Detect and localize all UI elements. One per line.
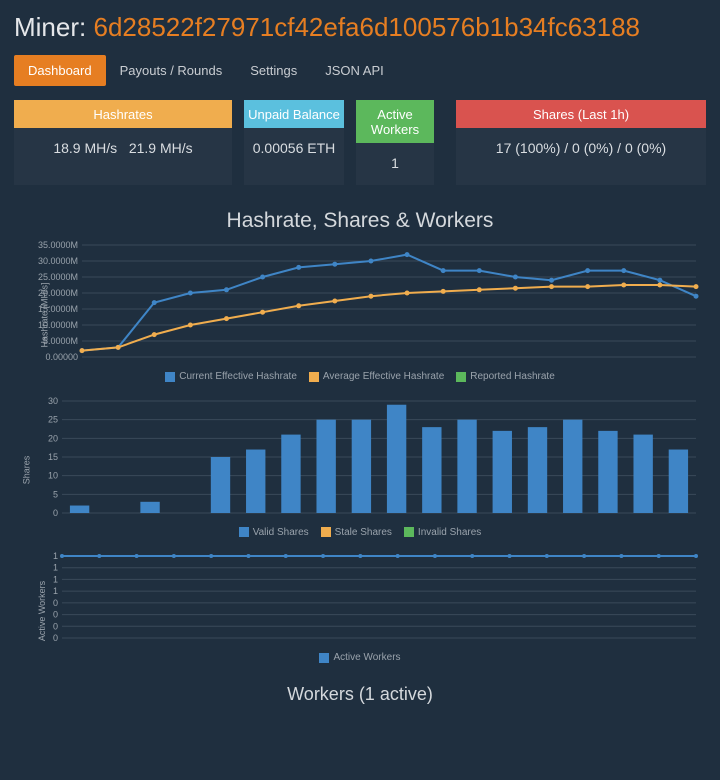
workers-chart: Active Workers 00001111 Active Workers (14, 550, 706, 672)
svg-text:25.0000M: 25.0000M (38, 272, 78, 282)
tab-dashboard[interactable]: Dashboard (14, 55, 106, 86)
svg-text:1: 1 (53, 563, 58, 573)
active-workers-value: 1 (356, 143, 434, 185)
svg-text:5: 5 (53, 489, 58, 499)
card-shares: Shares (Last 1h) 17 (100%) / 0 (0%) / 0 … (456, 100, 706, 185)
card-balance-title: Unpaid Balance (244, 100, 344, 128)
page-header: Miner: 6d28522f27971cf42efa6d100576b1b34… (0, 0, 720, 51)
tab-payouts[interactable]: Payouts / Rounds (106, 55, 237, 86)
shares-ylabel: Shares (21, 456, 31, 485)
card-hashrates: Hashrates 18.9 MH/s 21.9 MH/s (14, 100, 232, 185)
card-hashrates-title: Hashrates (14, 100, 232, 128)
shares-value: 17 (100%) / 0 (0%) / 0 (0%) (456, 128, 706, 170)
miner-label: Miner: (14, 12, 86, 42)
svg-text:1: 1 (53, 574, 58, 584)
svg-text:0: 0 (53, 598, 58, 608)
svg-text:0: 0 (53, 508, 58, 518)
svg-text:1: 1 (53, 551, 58, 561)
workers-ylabel: Active Workers (37, 581, 47, 641)
card-active-title: Active Workers (356, 100, 434, 143)
summary-cards: Hashrates 18.9 MH/s 21.9 MH/s Unpaid Bal… (0, 96, 720, 199)
svg-text:10: 10 (48, 470, 58, 480)
charts-title: Hashrate, Shares & Workers (0, 199, 720, 239)
hashrate-current: 18.9 MH/s (53, 140, 117, 156)
hashrate-legend: Current Effective HashrateAverage Effect… (14, 369, 706, 391)
svg-text:0: 0 (53, 621, 58, 631)
svg-text:0: 0 (53, 610, 58, 620)
shares-chart: Shares 0 5 10 15 20 25 30 Valid SharesStale Sh… (14, 395, 706, 547)
miner-address: 6d28522f27971cf42efa6d100576b1b34fc63188 (93, 12, 640, 42)
workers-section-title: Workers (1 active) (0, 676, 720, 717)
svg-text:0.00000: 0.00000 (45, 352, 78, 362)
card-balance: Unpaid Balance 0.00056 ETH (244, 100, 344, 185)
svg-text:30: 30 (48, 396, 58, 406)
svg-text:0: 0 (53, 633, 58, 643)
balance-value: 0.00056 ETH (244, 128, 344, 170)
svg-text:1: 1 (53, 586, 58, 596)
svg-text:20: 20 (48, 433, 58, 443)
svg-text:15: 15 (48, 452, 58, 462)
card-active-workers: Active Workers 1 (356, 100, 434, 185)
svg-text:30.0000M: 30.0000M (38, 256, 78, 266)
card-shares-title: Shares (Last 1h) (456, 100, 706, 128)
hashrate-ylabel: Hashrate [MH/s] (40, 282, 50, 347)
hashrate-chart: Hashrate [MH/s] 0.000005.0000M10.0000M15… (14, 239, 706, 391)
svg-text:25: 25 (48, 414, 58, 424)
svg-text:35.0000M: 35.0000M (38, 240, 78, 250)
tab-jsonapi[interactable]: JSON API (311, 55, 398, 86)
tab-bar: Dashboard Payouts / Rounds Settings JSON… (0, 51, 720, 96)
tab-settings[interactable]: Settings (236, 55, 311, 86)
hashrate-average: 21.9 MH/s (129, 140, 193, 156)
workers-legend: Active Workers (14, 650, 706, 672)
shares-legend: Valid SharesStale SharesInvalid Shares (14, 525, 706, 547)
